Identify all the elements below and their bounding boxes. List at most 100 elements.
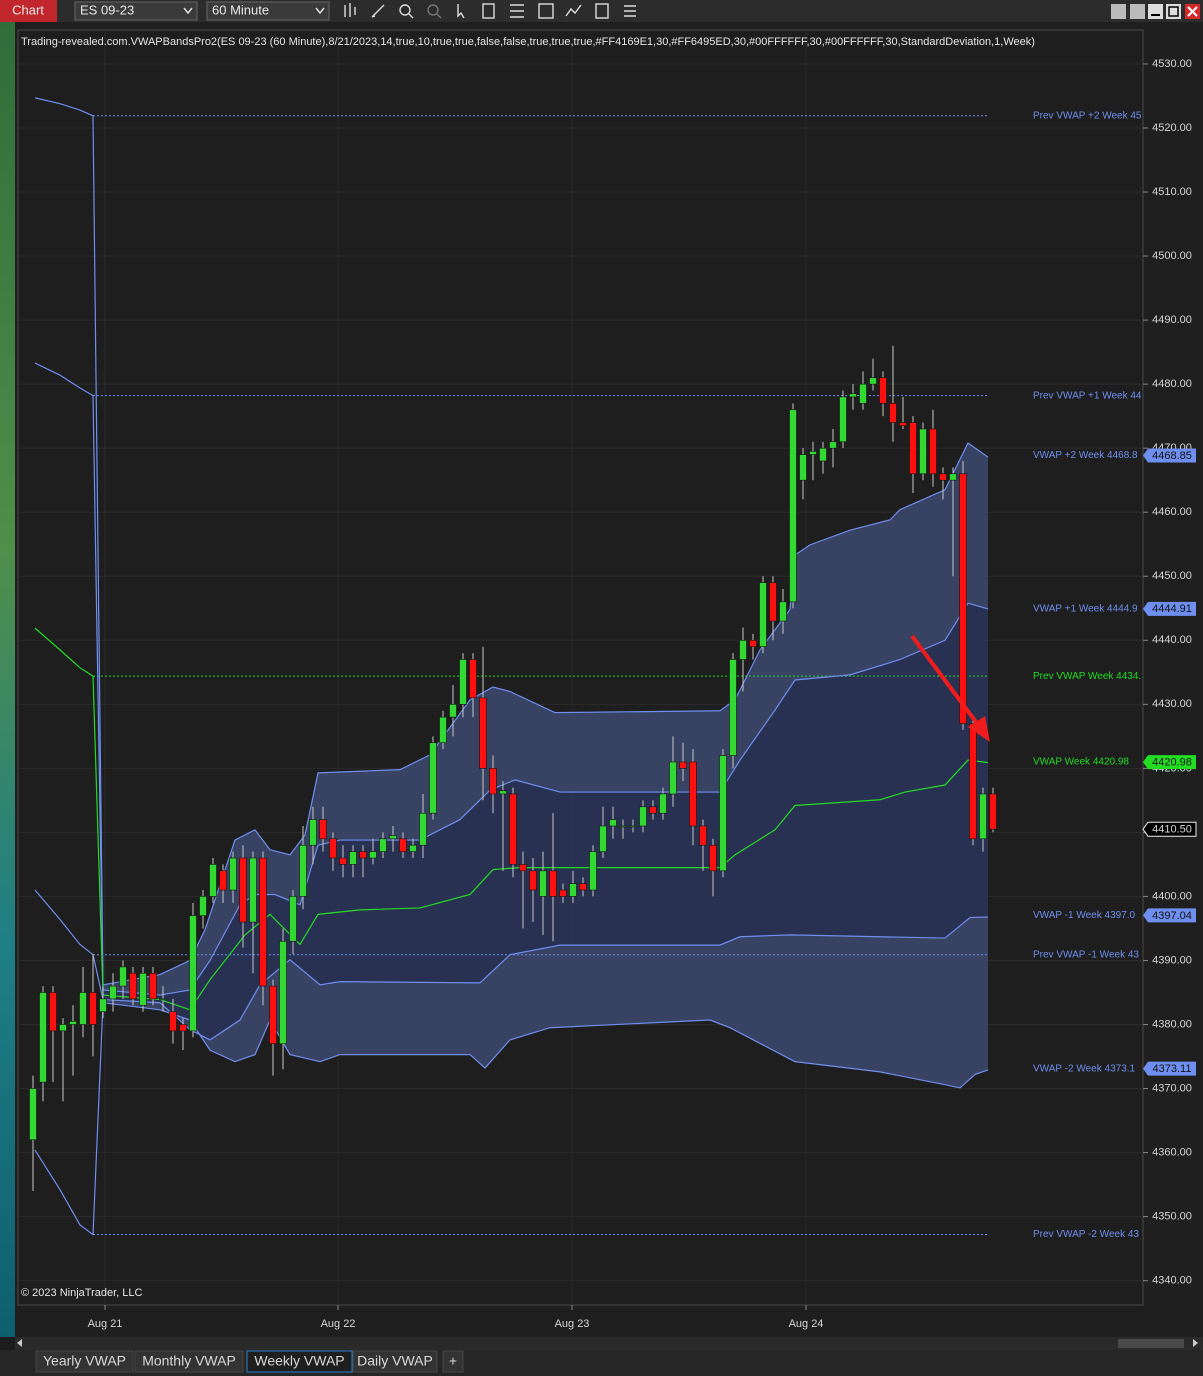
candle-body [329,838,337,859]
badge [1143,908,1196,923]
app-button[interactable] [0,0,57,22]
candle-body [539,870,547,897]
candle-body [199,896,207,916]
tab-label[interactable]: Monthly VWAP [142,1353,236,1369]
window-buttons[interactable] [1111,4,1200,19]
y-tick-label: 4400.00 [1152,890,1192,902]
candle-body [319,819,327,840]
prev-level-label: Prev VWAP +2 Week 45 [1033,110,1142,121]
candle-body [149,972,157,1000]
badge-label: 4468.85 [1152,450,1192,462]
plot-layer [18,30,1143,1305]
last-price-badge [1142,821,1197,837]
candle-body [619,825,627,828]
candle-body [649,806,657,814]
prev-level-label: Prev VWAP -2 Week 43 [1033,1229,1139,1240]
interval-label: 60 Minute [212,2,269,17]
candle-body [399,838,407,852]
y-tick-label: 4510.00 [1152,186,1192,198]
badge-label: 4444.91 [1152,603,1192,615]
y-tick-label: 4490.00 [1152,314,1192,326]
candle-body [89,992,97,1025]
badge-label: 4397.04 [1152,910,1192,922]
tab[interactable] [352,1350,438,1373]
candle-body [79,992,87,1025]
candle-body [939,473,947,481]
tab-label[interactable]: Weekly VWAP [254,1353,344,1369]
y-tick-label: 4500.00 [1152,250,1192,262]
candle-body [799,454,807,481]
candle-body [259,857,267,987]
candle-body [489,768,497,795]
y-tick-label: 4360.00 [1152,1146,1192,1158]
candle-body [499,790,507,795]
candle-body [659,793,667,814]
interval-select[interactable] [206,1,330,21]
tab[interactable] [134,1350,244,1373]
candle-body [969,723,977,840]
candle-body [519,864,527,872]
candle-body [229,857,237,891]
candle-body [469,659,477,699]
app-label: Chart [12,2,44,17]
candle-body [609,819,617,827]
candle-body [849,393,857,398]
candle-body [239,857,247,923]
candle-body [109,985,117,1000]
y-tick-label: 4480.00 [1152,378,1192,390]
candle-body [269,985,277,1045]
y-tick-label: 4370.00 [1152,1082,1192,1094]
candle-body [809,451,817,455]
band-fill [103,443,988,996]
tab-label[interactable]: Yearly VWAP [43,1353,126,1369]
tabs: Yearly VWAP Monthly VWAP Weekly VWAP Daily … [35,1350,464,1373]
candle-body [29,1088,37,1141]
candle-body [139,972,147,1006]
scrollbar[interactable] [15,1337,1203,1350]
arrow-annotation [910,634,990,742]
band-line [34,627,989,1011]
toolbar-icons[interactable] [344,3,636,19]
instrument-select[interactable] [74,1,198,21]
scroll-thumb[interactable] [1118,1339,1184,1348]
candle-body [879,377,887,404]
badge-label: 4420.98 [1152,756,1192,768]
candle-body [299,844,307,897]
candle-body [369,851,377,859]
candle-body [779,601,787,622]
band-fill [103,603,988,1040]
candle-body [719,755,727,872]
band-fill [103,916,988,1088]
candle-body [449,704,457,718]
candle-body [629,825,637,828]
candle-body [739,639,747,660]
tab[interactable] [246,1350,353,1373]
x-tick-label: Aug 24 [789,1318,824,1330]
x-tick-label: Aug 23 [555,1318,590,1330]
instrument-label: ES 09-23 [80,2,134,17]
candle-body [919,428,927,475]
candle-body [159,998,167,1001]
candle-body [859,383,867,404]
prev-level-label: Prev VWAP -1 Week 43 [1033,949,1139,960]
candle-body [349,851,357,865]
tab-label[interactable]: Daily VWAP [357,1353,433,1369]
tab[interactable] [442,1350,464,1373]
candle-body [599,825,607,852]
tab[interactable] [35,1350,134,1373]
band-label: VWAP +2 Week 4468.8 [1033,450,1138,461]
badge [1143,1061,1196,1076]
candle-body [959,473,967,724]
candle-body [749,639,757,647]
candle-body [979,793,987,840]
candle-body [569,883,577,897]
band-line [34,889,989,1041]
band-line [34,97,989,986]
x-tick-label: Aug 21 [88,1318,123,1330]
candle-body [769,582,777,622]
tab-label[interactable]: + [449,1353,457,1369]
candle-body [639,806,647,827]
dropdown-caret [183,7,193,15]
prev-level-label: Prev VWAP +1 Week 44 [1033,390,1142,401]
